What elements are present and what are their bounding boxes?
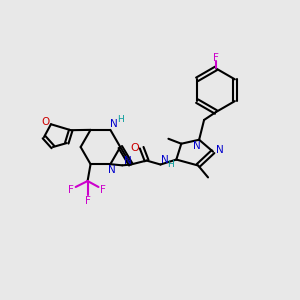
- Text: F: F: [100, 185, 106, 195]
- Text: H: H: [167, 160, 174, 169]
- Text: F: F: [213, 52, 219, 62]
- Text: N: N: [124, 156, 132, 167]
- Text: O: O: [42, 117, 50, 127]
- Text: N: N: [110, 119, 118, 129]
- Text: N: N: [216, 145, 224, 155]
- Text: O: O: [130, 143, 139, 153]
- Text: N: N: [193, 141, 201, 151]
- Text: F: F: [85, 196, 91, 206]
- Text: F: F: [68, 185, 74, 195]
- Text: N: N: [109, 165, 116, 175]
- Text: N: N: [160, 154, 168, 165]
- Text: H: H: [117, 116, 124, 124]
